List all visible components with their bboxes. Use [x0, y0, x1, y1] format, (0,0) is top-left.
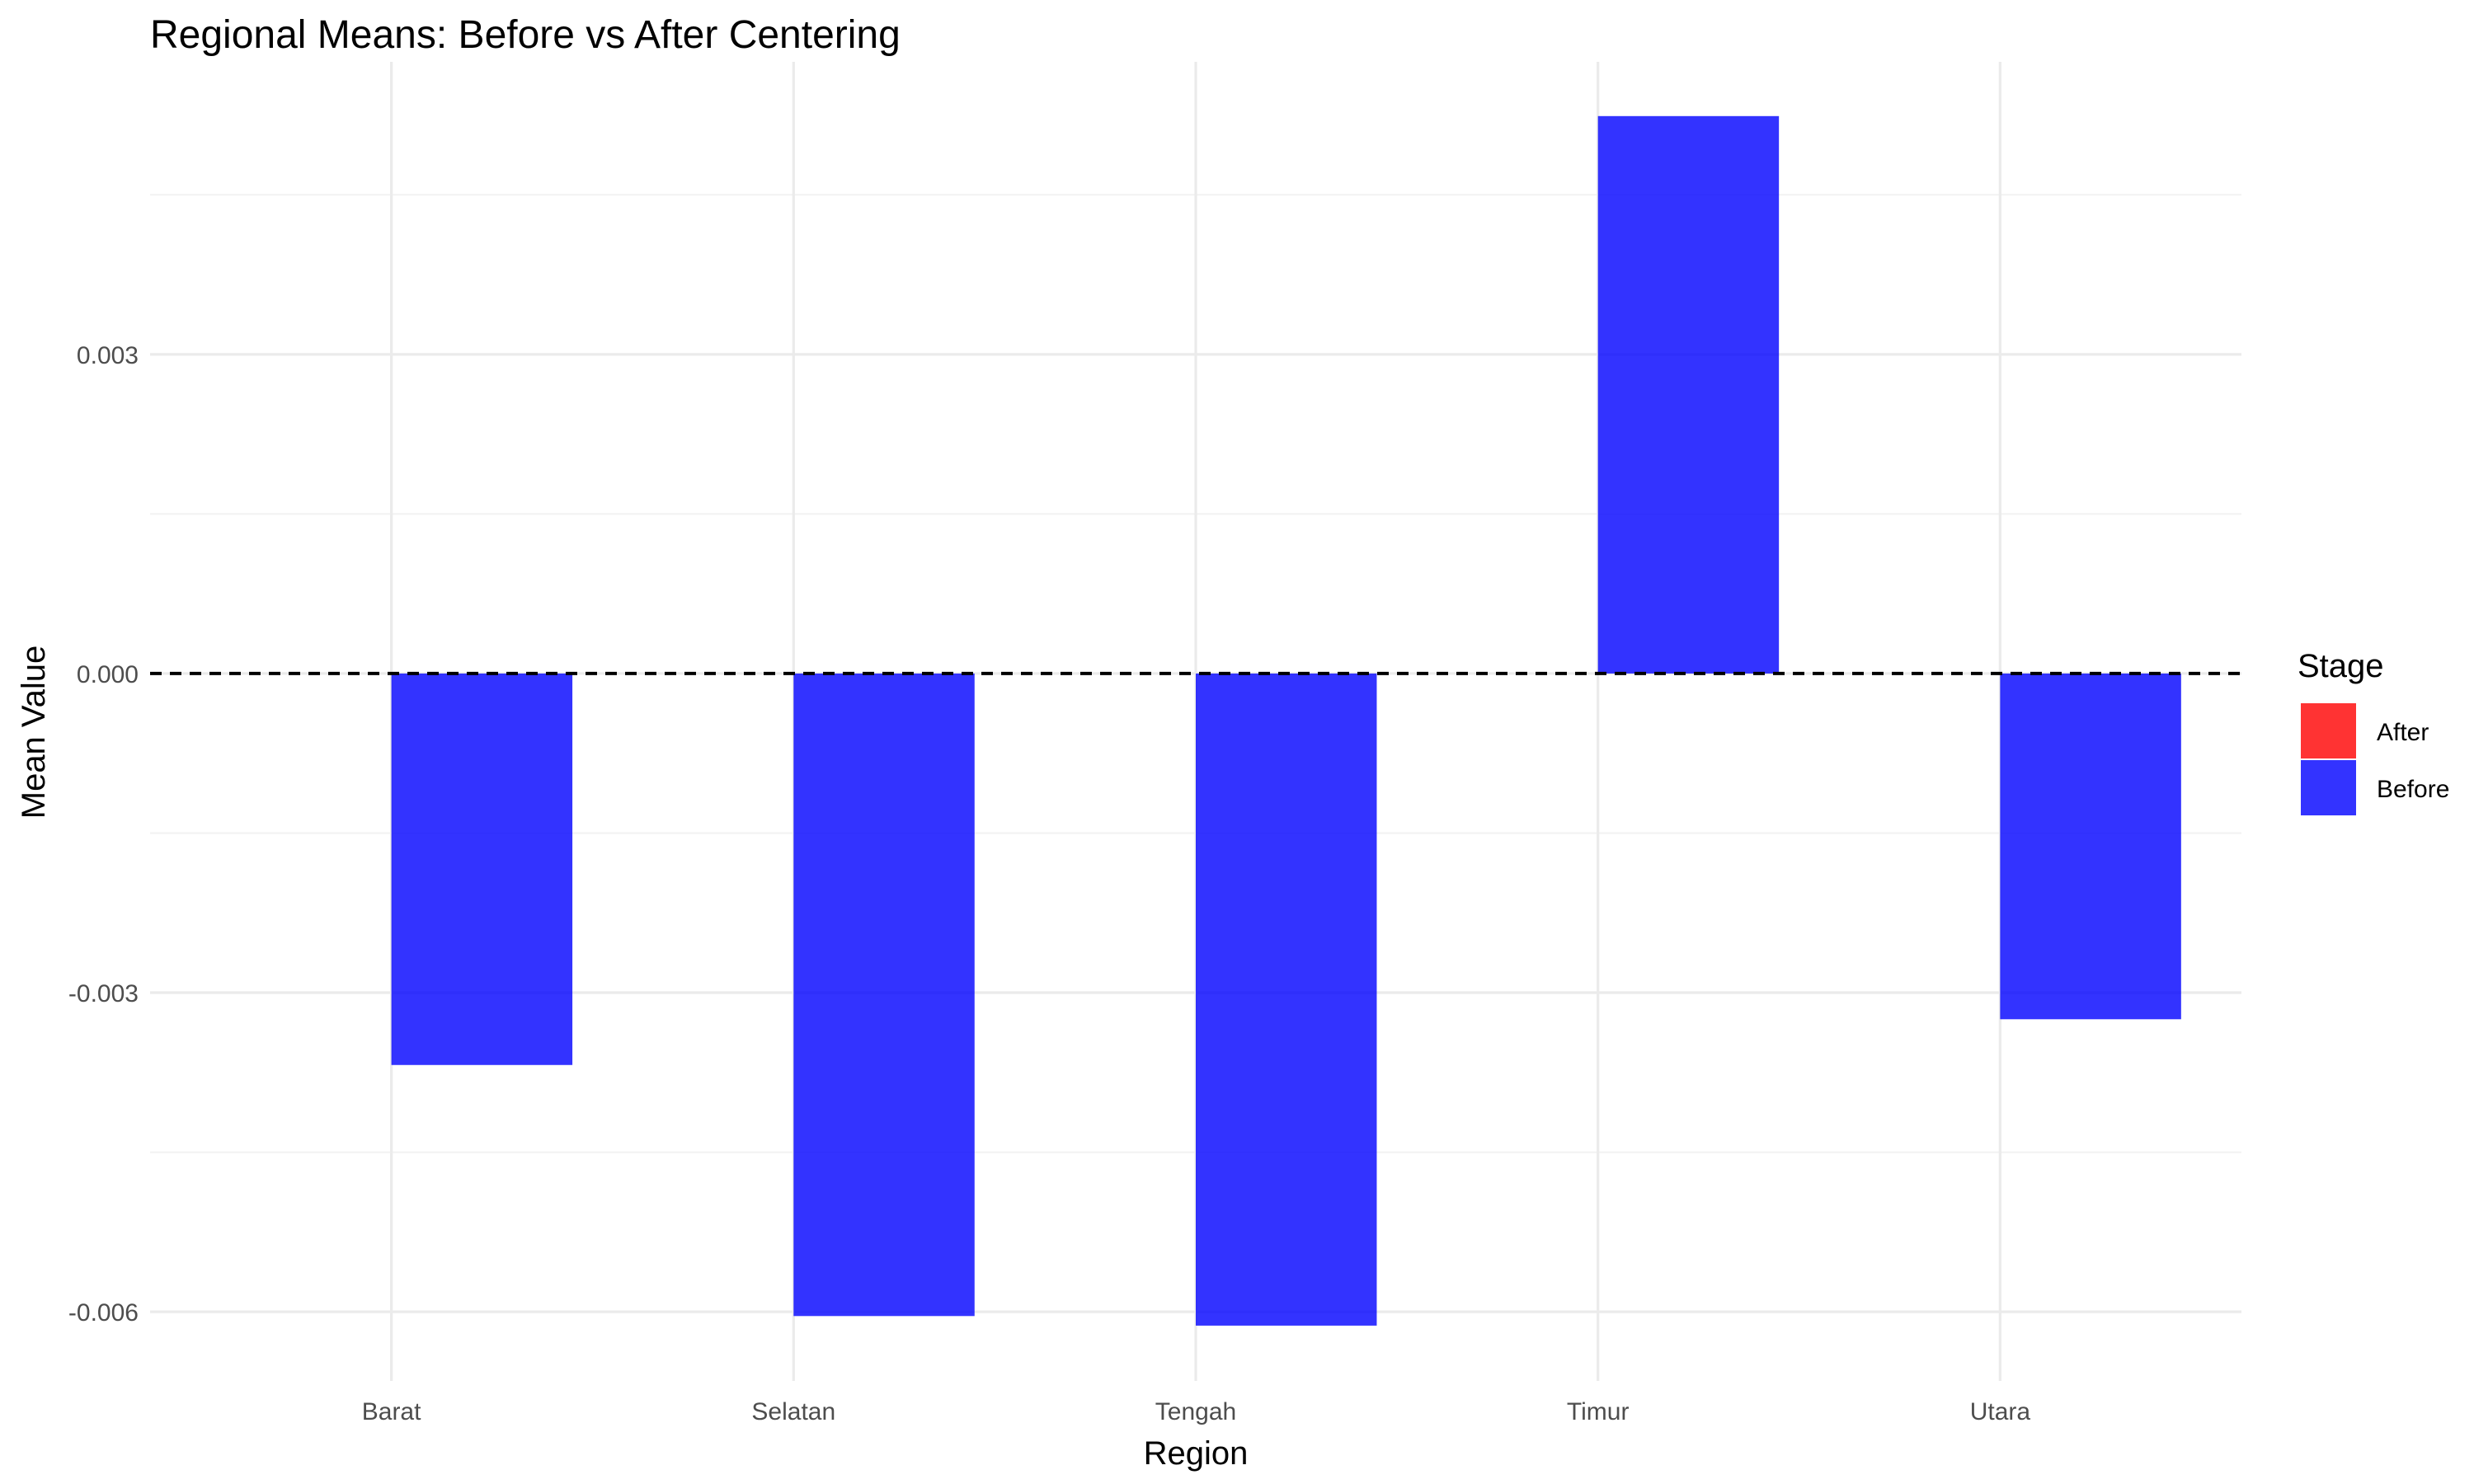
x-tick-label: Timur [1567, 1398, 1630, 1425]
legend-label-after: After [2377, 719, 2429, 746]
x-tick-label: Selatan [751, 1398, 835, 1425]
chart-title: Regional Means: Before vs After Centerin… [150, 13, 901, 57]
legend-label-before: Before [2377, 776, 2449, 803]
y-tick-label: -0.006 [68, 1299, 139, 1327]
legend-title: Stage [2298, 648, 2384, 684]
x-tick-label: Tengah [1155, 1398, 1236, 1425]
legend-key-before [2301, 760, 2356, 815]
y-tick-label: -0.003 [68, 980, 139, 1007]
bar-series [391, 115, 2181, 1326]
x-axis-tick-labels: Barat Selatan Tengah Timur Utara [362, 1398, 2031, 1425]
y-tick-label: 0.003 [77, 342, 139, 369]
bar-before-utara [2000, 673, 2181, 1020]
y-axis-title: Mean Value [16, 646, 52, 819]
bar-before-timur [1597, 115, 1780, 674]
x-axis-title: Region [1144, 1435, 1249, 1472]
legend: Stage After Before [2298, 648, 2449, 815]
legend-key-after [2301, 703, 2356, 758]
x-tick-label: Utara [1970, 1398, 2031, 1425]
x-tick-label: Barat [362, 1398, 421, 1425]
y-axis-tick-labels: -0.006 -0.003 0.000 0.003 [68, 342, 139, 1327]
bar-before-selatan [793, 673, 975, 1317]
bar-before-tengah [1196, 673, 1377, 1326]
bar-before-barat [391, 673, 573, 1065]
y-tick-label: 0.000 [77, 661, 139, 688]
